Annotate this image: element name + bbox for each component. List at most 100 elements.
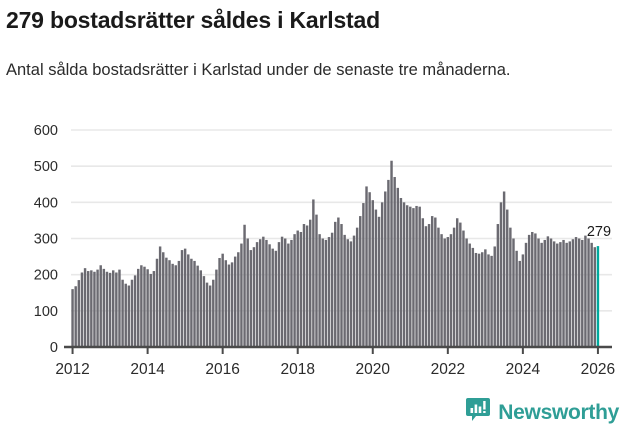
bar [212, 279, 215, 347]
bar [299, 231, 303, 347]
bar [130, 279, 134, 347]
bar [124, 283, 127, 347]
bar [327, 237, 331, 347]
bar [218, 258, 221, 347]
chart-subtitle: Antal sålda bostadsrätter i Karlstad und… [6, 61, 511, 79]
bar [402, 202, 406, 347]
bar [162, 252, 165, 347]
bar [187, 254, 190, 347]
bar [574, 237, 578, 347]
bar [540, 242, 543, 347]
bar [502, 191, 506, 347]
bar [546, 236, 550, 347]
x-axis-tick-label: 2026 [581, 361, 615, 378]
bar [590, 242, 593, 347]
bar [271, 248, 274, 347]
bar [521, 254, 525, 347]
bar [86, 271, 90, 347]
bar [115, 272, 118, 347]
bar-chart-speech-bubble-icon [465, 397, 491, 428]
bar [277, 242, 281, 347]
bar [584, 235, 587, 347]
y-axis-tick-label: 200 [34, 268, 58, 284]
highlighted-bar [596, 246, 600, 347]
bar [477, 253, 481, 347]
bar [462, 230, 465, 347]
bar [565, 242, 568, 347]
bar [549, 238, 553, 347]
bar [471, 247, 475, 347]
newsworthy-logo-text: Newsworthy [498, 400, 619, 424]
bar [337, 217, 340, 347]
y-axis-tick-label: 300 [34, 232, 58, 248]
bar [452, 227, 456, 347]
bar [249, 250, 253, 347]
bar [296, 230, 299, 347]
bar [221, 253, 224, 347]
bar [183, 248, 187, 347]
x-axis-tick-label: 2016 [205, 361, 239, 378]
bar [427, 224, 431, 347]
x-axis-tick-label: 2018 [280, 361, 314, 378]
highlight-value-text: 279 [587, 224, 611, 240]
bars-group [71, 160, 600, 348]
bar [365, 186, 368, 347]
bar [224, 260, 228, 347]
bar [455, 218, 459, 347]
bar [377, 216, 381, 347]
bar [274, 250, 278, 347]
bar [418, 206, 421, 347]
bar [112, 270, 115, 347]
bar [143, 266, 146, 347]
bar [355, 227, 359, 347]
bar [587, 238, 590, 347]
bar [208, 285, 212, 347]
bar [158, 246, 162, 347]
bar [96, 269, 99, 347]
bar [199, 270, 202, 347]
bar [255, 242, 259, 347]
bar [324, 239, 328, 347]
bar [474, 252, 478, 347]
bar [80, 272, 84, 347]
newsworthy-logo: Newsworthy [465, 397, 619, 428]
bar [524, 242, 528, 347]
bar [384, 191, 387, 347]
bar [237, 252, 240, 347]
bar [424, 226, 428, 347]
bar [393, 177, 396, 347]
bar [146, 269, 149, 347]
bar [543, 239, 546, 347]
bar [258, 239, 262, 347]
bar [518, 260, 521, 347]
bar [537, 238, 540, 347]
bar [443, 238, 446, 347]
bar [205, 282, 209, 347]
bar [149, 273, 152, 347]
bar [346, 239, 349, 347]
bar [527, 234, 531, 347]
y-axis-tick-label: 600 [34, 123, 58, 139]
bar [371, 200, 374, 347]
bar [99, 265, 102, 347]
bar [190, 258, 193, 347]
bar [202, 276, 206, 347]
bar [496, 224, 500, 347]
bar [302, 224, 306, 347]
bar [155, 258, 159, 347]
bar [484, 249, 487, 347]
bar [227, 264, 231, 347]
bar [312, 199, 315, 347]
bar [180, 250, 184, 347]
bar [359, 216, 362, 347]
bar [90, 270, 93, 347]
bar [121, 279, 124, 347]
bar [287, 243, 290, 347]
y-axis-tick-label: 100 [34, 304, 58, 320]
bar [74, 286, 77, 347]
bar [290, 239, 293, 347]
bar [534, 233, 537, 347]
bar [459, 222, 462, 347]
x-axis [64, 345, 612, 354]
